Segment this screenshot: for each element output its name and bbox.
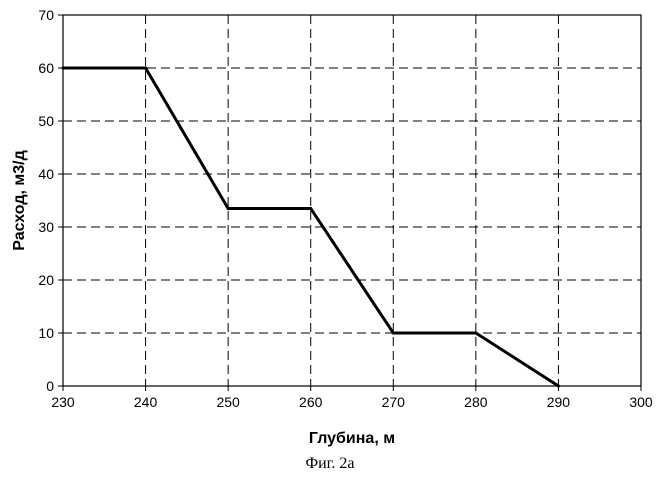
x-tick-label: 230: [51, 394, 75, 410]
y-tick-label: 10: [38, 325, 54, 341]
x-tick-label: 240: [134, 394, 158, 410]
data-point: [392, 332, 395, 335]
data-point: [144, 67, 147, 70]
y-tick-label: 70: [38, 7, 54, 23]
data-point: [227, 207, 230, 210]
y-tick-label: 20: [38, 272, 54, 288]
x-axis-title: Глубина, м: [309, 430, 395, 447]
x-tick-label: 270: [382, 394, 406, 410]
y-tick-label: 60: [38, 60, 54, 76]
data-point: [309, 207, 312, 210]
figure-caption: Фиг. 2а: [0, 455, 660, 473]
data-point: [62, 67, 65, 70]
grid: [63, 15, 641, 386]
y-tick-label: 40: [38, 166, 54, 182]
x-tick-label: 290: [547, 394, 571, 410]
x-tick-label: 280: [464, 394, 488, 410]
x-tick-label: 250: [216, 394, 240, 410]
x-tick-label: 260: [299, 394, 323, 410]
data-point: [557, 385, 560, 388]
x-tick-label: 300: [629, 394, 653, 410]
y-tick-label: 0: [46, 378, 54, 394]
y-axis-title: Расход, м3/д: [11, 150, 28, 251]
plot-area-frame: [63, 15, 641, 386]
data-point: [474, 332, 477, 335]
y-tick-label: 50: [38, 113, 54, 129]
y-tick-label: 30: [38, 219, 54, 235]
